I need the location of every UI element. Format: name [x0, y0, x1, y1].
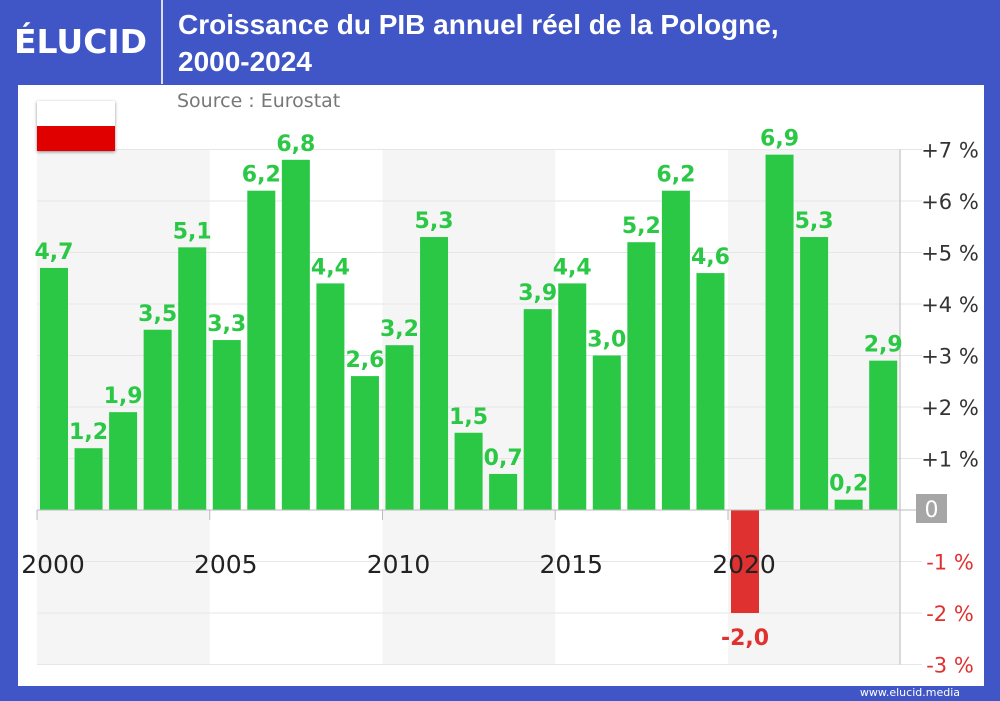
bar-2021 [765, 154, 794, 510]
bar-2008 [316, 283, 345, 510]
data-label: 5,1 [173, 219, 212, 244]
bar-2013 [489, 473, 518, 510]
source-label: Source : Eurostat [177, 90, 341, 112]
poland-flag-icon [37, 101, 115, 151]
data-label: -2,0 [721, 626, 769, 651]
zero-badge [916, 494, 947, 523]
footer-url: www.elucid.media [859, 686, 960, 699]
data-label: 6,2 [656, 163, 695, 188]
bar-2024 [869, 360, 898, 510]
bar-2018 [661, 190, 690, 510]
bar-2000 [40, 267, 68, 510]
bar-2016 [592, 355, 621, 510]
bar-2007 [281, 159, 310, 511]
y-tick-label: +4 % [921, 293, 979, 317]
header-divider [161, 0, 163, 84]
data-label: 5,3 [415, 209, 454, 234]
bar-2005 [212, 340, 241, 510]
bar-2019 [696, 273, 725, 510]
bar-2012 [454, 432, 483, 510]
data-label: 3,9 [518, 281, 557, 306]
data-label: 4,4 [311, 255, 350, 280]
bar-2023 [834, 499, 863, 510]
data-label: 3,0 [587, 328, 626, 353]
bar-2020 [731, 510, 759, 613]
bar-2006 [247, 190, 276, 510]
bar-2014 [523, 309, 552, 510]
y-tick-label: +2 % [921, 396, 979, 420]
bar-2010 [385, 345, 414, 510]
bar-2009 [350, 376, 379, 510]
y-tick-label: +7 % [921, 139, 979, 163]
data-label: 2,9 [864, 333, 903, 358]
bar-2017 [627, 242, 656, 510]
data-label: 2,6 [345, 348, 384, 373]
data-label: 5,2 [622, 214, 661, 239]
data-label: 4,6 [691, 245, 730, 270]
data-label: 3,2 [380, 317, 419, 342]
brand-logo: ÉLUCID [14, 22, 148, 61]
data-label: 0,7 [484, 446, 523, 471]
bar-2022 [800, 237, 829, 511]
data-label: 4,7 [35, 240, 74, 265]
title-line-2: 2000-2024 [178, 46, 312, 77]
y-tick-label: -1 % [926, 551, 974, 575]
y-tick-label: +6 % [921, 190, 979, 214]
data-label: 6,9 [760, 127, 799, 152]
x-tick-label: 2015 [539, 550, 603, 579]
data-label: 6,8 [276, 132, 315, 157]
data-label: 4,4 [553, 255, 592, 280]
x-tick-label: 2000 [21, 550, 85, 579]
y-tick-label: -2 % [926, 602, 974, 626]
bar-2011 [420, 237, 449, 511]
data-label: 1,5 [449, 405, 488, 430]
x-tick-label: 2020 [712, 550, 776, 579]
x-tick-label: 2010 [367, 550, 431, 579]
x-tick-label: 2005 [194, 550, 258, 579]
bar-2003 [143, 329, 172, 510]
chart-title: Croissance du PIB annuel réel de la Polo… [178, 6, 779, 80]
bar-2001 [74, 448, 103, 510]
data-label: 5,3 [795, 209, 834, 234]
title-line-1: Croissance du PIB annuel réel de la Polo… [178, 9, 779, 40]
data-label: 0,2 [829, 472, 868, 497]
y-tick-label: -3 % [926, 654, 974, 678]
y-tick-label: +3 % [921, 345, 979, 369]
y-tick-label: +5 % [921, 242, 979, 266]
data-label: 1,9 [104, 384, 143, 409]
data-label: 3,5 [138, 302, 177, 327]
bar-2004 [178, 247, 207, 510]
bar-2002 [109, 412, 138, 510]
data-label: 6,2 [242, 163, 281, 188]
bar-2015 [558, 283, 587, 510]
data-label: 1,2 [69, 420, 108, 445]
data-label: 3,3 [207, 312, 246, 337]
y-tick-label: +1 % [921, 448, 979, 472]
y-tick-label: 0 [925, 498, 939, 523]
